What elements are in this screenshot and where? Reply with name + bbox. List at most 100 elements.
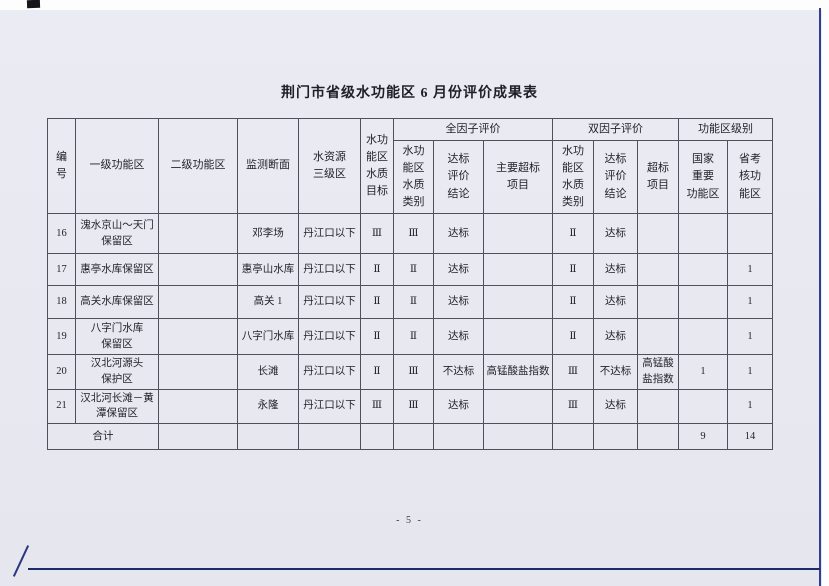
cell-empty (433, 423, 484, 450)
cell-ff_exceed: 高锰酸盐指数 (483, 354, 553, 390)
cell-ff_concl: 达标 (433, 253, 484, 286)
header-tf-exceed-items: 超标 项目 (637, 140, 679, 214)
cell-level1: 溾水京山～天门 保留区 (75, 213, 159, 254)
cell-provincial: 1 (727, 354, 773, 390)
cell-ff_concl: 达标 (433, 388, 484, 424)
cell-tf_concl: 达标 (593, 285, 638, 319)
header-resource-zone: 水资源 三级区 (298, 118, 361, 214)
cell-national (678, 253, 728, 286)
cell-tf_concl: 不达标 (593, 354, 638, 390)
cell-resource: 丹江口以下 (298, 354, 361, 390)
cell-empty (552, 423, 594, 450)
cell-empty (593, 423, 638, 450)
table-body: 16 溾水京山～天门 保留区 邓李场 丹江口以下 Ⅲ Ⅲ 达标 Ⅱ 达标 17 惠亭水库保留区 惠亭山… (47, 213, 773, 450)
cell-empty (360, 423, 394, 450)
cell-level2 (158, 253, 238, 286)
cell-level1: 高关水库保留区 (75, 285, 159, 319)
cell-section: 高关 1 (237, 285, 299, 319)
evaluation-table: 编 号 一级功能区 二级功能区 监测断面 水资源 三级区 水功 能区 水质 目标… (47, 118, 773, 450)
header-two-factor-group: 双因子评价 (552, 118, 679, 141)
cell-resource: 丹江口以下 (298, 253, 361, 286)
header-ff-conclusion: 达标 评价 结论 (433, 140, 484, 214)
cell-section: 邓李场 (237, 213, 299, 254)
page-title: 荆门市省级水功能区 6 月份评价成果表 (281, 86, 538, 101)
cell-no: 16 (47, 213, 76, 254)
cell-tf_exceed: 高锰酸 盐指数 (637, 354, 679, 390)
header-ff-category: 水功 能区 水质 类别 (393, 140, 434, 214)
cell-ff_cat: Ⅱ (393, 285, 434, 319)
cell-tf_cat: Ⅱ (552, 253, 594, 286)
cell-provincial: 1 (727, 253, 773, 286)
scan-artifact-corner-mark (26, 0, 41, 9)
page-number: - 5 - (396, 515, 423, 526)
table-row: 18 高关水库保留区 高关 1 丹江口以下 Ⅱ Ⅱ 达标 Ⅱ 达标 1 (47, 285, 773, 319)
cell-tf_cat: Ⅱ (552, 213, 594, 254)
header-tf-conclusion: 达标 评价 结论 (593, 140, 638, 214)
cell-tf_concl: 达标 (593, 213, 638, 254)
cell-provincial (727, 213, 773, 254)
cell-level2 (158, 318, 238, 355)
cell-total-label: 合计 (47, 423, 159, 450)
cell-tf_concl: 达标 (593, 253, 638, 286)
cell-national: 1 (678, 354, 728, 390)
cell-ff_exceed (483, 285, 553, 319)
header-national-zone: 国家 重要 功能区 (678, 140, 728, 214)
cell-empty (483, 423, 553, 450)
cell-tf_cat: Ⅱ (552, 285, 594, 319)
cell-ff_cat: Ⅱ (393, 253, 434, 286)
header-no: 编 号 (47, 118, 76, 214)
header-tf-category: 水功 能区 水质 类别 (552, 140, 594, 214)
cell-ff_exceed (483, 388, 553, 424)
cell-resource: 丹江口以下 (298, 318, 361, 355)
header-quality-target: 水功 能区 水质 目标 (360, 118, 394, 214)
cell-no: 19 (47, 318, 76, 355)
cell-ff_exceed (483, 253, 553, 286)
table-row: 19 八字门水库 保留区 八字门水库 丹江口以下 Ⅱ Ⅱ 达标 Ⅱ 达标 1 (47, 318, 773, 355)
cell-target: Ⅱ (360, 318, 394, 355)
cell-ff_concl: 不达标 (433, 354, 484, 390)
cell-ff_cat: Ⅲ (393, 354, 434, 390)
header-zone-level-group: 功能区级别 (678, 118, 773, 141)
cell-national (678, 285, 728, 319)
document-page: 荆门市省级水功能区 6 月份评价成果表 编 号 一级功能区 二级功能区 监测断面… (0, 10, 822, 586)
cell-tf_concl: 达标 (593, 388, 638, 424)
cell-national (678, 213, 728, 254)
cell-national (678, 388, 728, 424)
cell-tf_concl: 达标 (593, 318, 638, 355)
cell-tf_cat: Ⅲ (552, 388, 594, 424)
cell-no: 20 (47, 354, 76, 390)
cell-section: 惠亭山水库 (237, 253, 299, 286)
cell-ff_cat: Ⅲ (393, 213, 434, 254)
cell-ff_concl: 达标 (433, 318, 484, 355)
cell-level2 (158, 388, 238, 424)
header-level1-zone: 一级功能区 (75, 118, 159, 214)
cell-no: 17 (47, 253, 76, 286)
cell-national (678, 318, 728, 355)
cell-empty (393, 423, 434, 450)
table-row: 21 汉北河长滩－黄 潭保留区 永隆 丹江口以下 Ⅲ Ⅲ 达标 Ⅲ 达标 1 (47, 388, 773, 424)
cell-provincial: 1 (727, 318, 773, 355)
table-row: 17 惠亭水库保留区 惠亭山水库 丹江口以下 Ⅱ Ⅱ 达标 Ⅱ 达标 1 (47, 253, 773, 286)
cell-level1: 八字门水库 保留区 (75, 318, 159, 355)
cell-level2 (158, 354, 238, 390)
cell-section: 长滩 (237, 354, 299, 390)
cell-level2 (158, 285, 238, 319)
cell-section: 八字门水库 (237, 318, 299, 355)
cell-ff_exceed (483, 318, 553, 355)
header-sub-row: 水功 能区 水质 类别 达标 评价 结论 主要超标 项目 水功 能区 水质 类别… (48, 140, 773, 214)
cell-empty (298, 423, 361, 450)
cell-total-national: 9 (678, 423, 728, 450)
scan-artifact-right-edge-line (819, 8, 821, 586)
cell-provincial: 1 (727, 285, 773, 319)
cell-empty (637, 423, 679, 450)
header-full-factor-group: 全因子评价 (393, 118, 553, 141)
cell-target: Ⅱ (360, 285, 394, 319)
cell-ff_exceed (483, 213, 553, 254)
cell-total-provincial: 14 (727, 423, 773, 450)
cell-no: 18 (47, 285, 76, 319)
cell-tf_exceed (637, 285, 679, 319)
header-ff-exceed-items: 主要超标 项目 (483, 140, 553, 214)
cell-ff_cat: Ⅱ (393, 318, 434, 355)
cell-tf_cat: Ⅲ (552, 354, 594, 390)
